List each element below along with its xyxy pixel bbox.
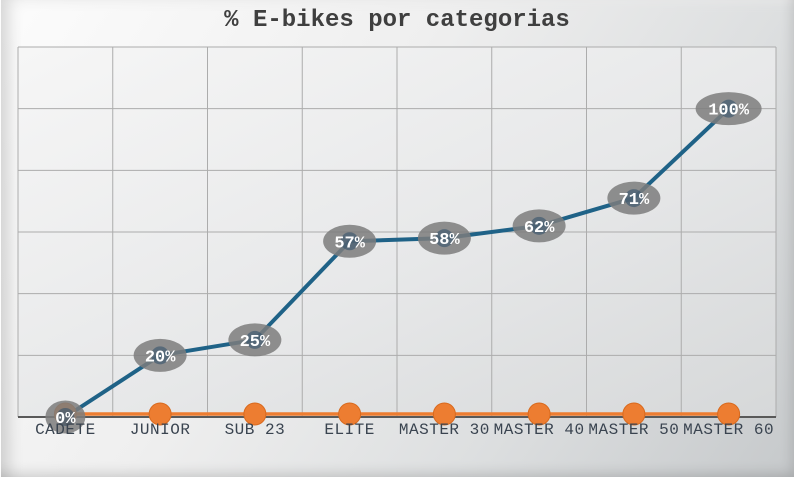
baseline-marker	[243, 402, 267, 426]
x-axis-label: MASTER 30	[399, 421, 490, 439]
baseline-marker	[717, 402, 741, 426]
x-axis-label: MASTER 40	[494, 421, 585, 439]
x-axis-label: MASTER 50	[588, 421, 679, 439]
baseline-marker	[432, 402, 456, 426]
data-label-text: 71%	[619, 191, 650, 210]
data-marker	[245, 330, 264, 349]
data-marker	[56, 408, 75, 426]
x-axis-label: CADETE	[35, 421, 96, 439]
x-axis-label: JUNIOR	[130, 421, 191, 439]
data-label-text: 0%	[55, 410, 76, 429]
baseline-marker	[622, 402, 646, 426]
x-axis-label: MASTER 60	[683, 421, 774, 439]
baseline-marker	[527, 402, 551, 426]
data-marker	[151, 346, 170, 365]
x-axis-label: ELITE	[324, 421, 375, 439]
data-label-text: 58%	[429, 231, 460, 250]
data-label-text: 20%	[145, 348, 176, 367]
chart-title: % E-bikes por categorias	[224, 7, 570, 34]
data-label-text: 57%	[334, 234, 365, 253]
data-marker	[435, 229, 454, 248]
data-label-text: 100%	[708, 102, 750, 121]
data-marker	[530, 216, 549, 235]
data-marker	[719, 99, 738, 118]
data-label-text: 25%	[240, 333, 271, 352]
data-marker	[624, 189, 643, 208]
x-axis-label: SUB 23	[225, 421, 286, 439]
data-marker	[340, 232, 359, 251]
baseline-marker	[338, 402, 362, 426]
baseline-marker	[148, 402, 172, 426]
data-label-text: 62%	[524, 219, 555, 238]
